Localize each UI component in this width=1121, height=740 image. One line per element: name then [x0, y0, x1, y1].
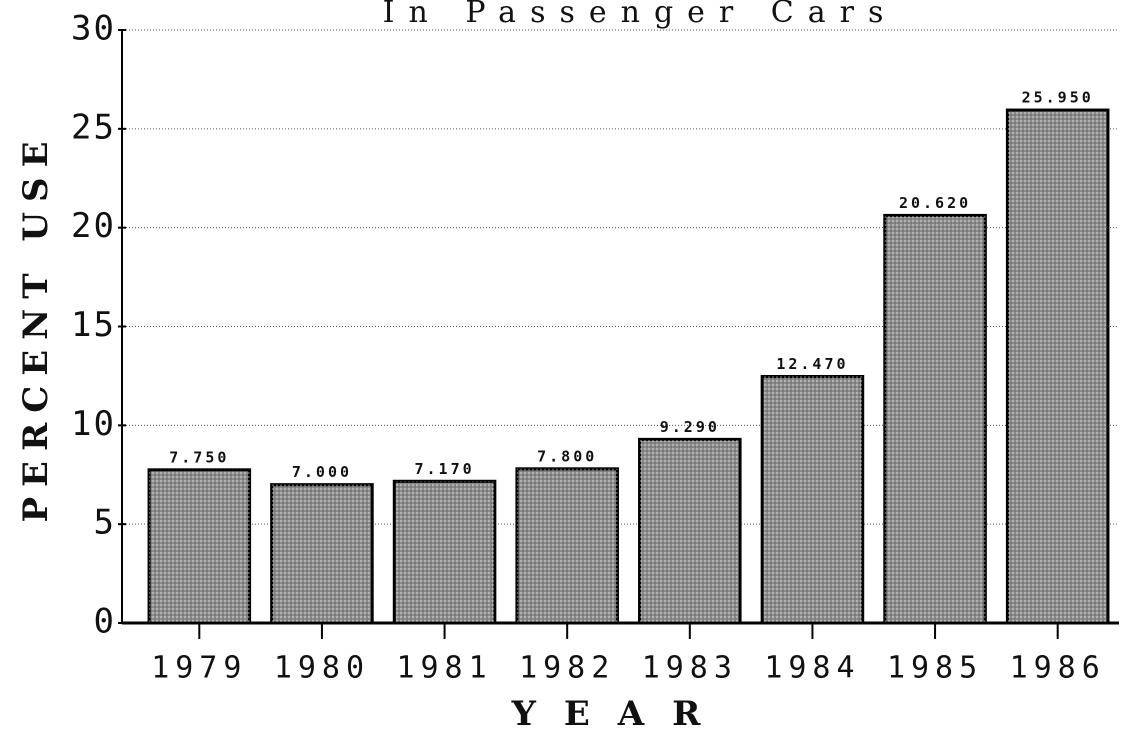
y-tick-label: 25 [71, 107, 116, 147]
x-tick-label: 1986 [1010, 651, 1106, 686]
bar-texture [639, 439, 741, 623]
bar-texture [762, 376, 863, 623]
bar-texture [271, 484, 373, 623]
x-tick-label: 1979 [151, 651, 247, 686]
bar-texture [516, 468, 618, 623]
bar-texture [149, 469, 250, 623]
y-tick-label: 20 [71, 206, 116, 246]
x-tick-label: 1983 [642, 651, 738, 686]
bar-texture [394, 481, 495, 623]
bar-texture [1007, 110, 1108, 624]
x-tick-label: 1985 [887, 651, 983, 686]
x-axis-label: YEAR [511, 694, 729, 734]
y-axis-label: PERCENT USE [16, 131, 56, 522]
x-tick-label: 1984 [764, 651, 860, 686]
y-tick-label: 10 [71, 404, 116, 444]
chart-title: In Passenger Cars [383, 0, 898, 30]
x-tick-label: 1982 [519, 651, 615, 686]
value-label: 20.620 [899, 194, 971, 212]
value-label: 7.170 [414, 460, 474, 478]
value-label: 25.950 [1022, 89, 1094, 107]
bar-texture [884, 215, 986, 624]
y-tick-label: 30 [71, 9, 116, 49]
y-tick-label: 15 [71, 305, 116, 345]
y-tick-label: 0 [94, 602, 116, 642]
x-tick-label: 1980 [274, 651, 370, 686]
y-tick-label: 5 [94, 503, 116, 543]
value-label: 12.470 [776, 355, 848, 373]
x-tick-label: 1981 [396, 651, 492, 686]
value-label: 7.000 [292, 463, 352, 481]
value-label: 7.750 [169, 448, 229, 466]
value-label: 7.800 [537, 447, 597, 465]
value-label: 9.290 [660, 418, 720, 436]
